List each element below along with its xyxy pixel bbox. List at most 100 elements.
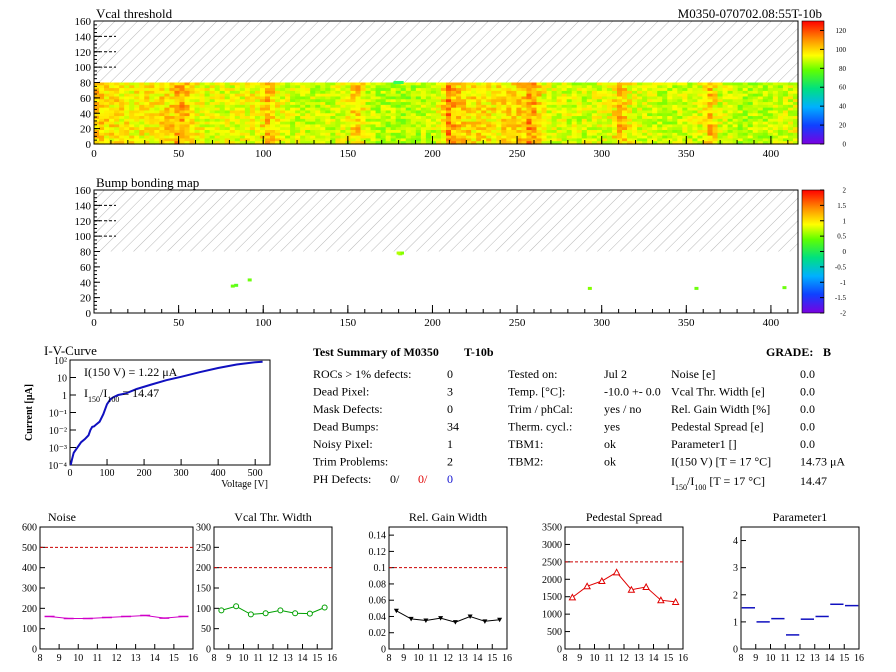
heatmap-cell: [244, 99, 251, 103]
heatmap-cell: [94, 141, 100, 145]
heatmap-cell: [350, 130, 357, 134]
heatmap-cell: [224, 96, 231, 100]
heatmap-cell: [365, 141, 372, 145]
heatmap-cell: [456, 116, 462, 120]
heatmap-cell: [616, 141, 623, 145]
heatmap-cell: [496, 102, 502, 106]
heatmap-cell: [596, 107, 603, 112]
heatmap-cell: [516, 96, 523, 100]
heatmap-cell: [747, 141, 754, 145]
series-line: [572, 571, 676, 603]
heatmap-cell: [471, 93, 477, 98]
heatmap-cell: [762, 104, 769, 109]
heatmap-cell: [697, 135, 704, 140]
heatmap-cell: [647, 82, 653, 86]
heatmap-cell: [677, 88, 683, 92]
small-x-tick-label: 11: [428, 653, 438, 664]
heatmap-cell: [727, 130, 734, 134]
heatmap-cell: [732, 110, 739, 114]
heatmap-cell: [179, 107, 186, 112]
heatmap-cell: [149, 135, 155, 140]
heatmap-cell: [204, 127, 211, 131]
heatmap-cell: [224, 116, 231, 120]
heatmap-cell: [446, 127, 452, 131]
heatmap-cell: [144, 116, 150, 120]
heatmap-cell: [606, 121, 613, 126]
heatmap-cell: [777, 121, 784, 126]
heatmap-cell: [596, 99, 603, 103]
heatmap-cell: [697, 124, 704, 128]
heatmap-cell: [194, 93, 201, 98]
heatmap-cell: [747, 107, 754, 112]
heatmap-cell: [254, 99, 261, 103]
heatmap-cell: [184, 82, 191, 86]
heatmap-cell: [199, 138, 206, 142]
heatmap-cell: [295, 132, 301, 137]
heatmap-cell: [637, 127, 643, 131]
heatmap-cell: [159, 96, 165, 100]
heatmap-cell: [400, 107, 407, 112]
heatmap-cell: [531, 132, 538, 137]
heatmap-cell: [461, 90, 467, 95]
heatmap-cell: [144, 132, 150, 137]
heatmap-cell: [94, 116, 100, 120]
heatmap-cell: [270, 138, 276, 142]
heatmap-cell: [707, 138, 714, 142]
heatmap-cell: [310, 90, 316, 95]
heatmap-cell: [104, 116, 110, 120]
small-plot-frame: [388, 526, 508, 650]
heatmap-cell: [546, 88, 553, 92]
heatmap-cell: [491, 85, 497, 89]
heatmap-cell: [772, 99, 779, 103]
heatmap-cell: [692, 116, 699, 120]
heatmap-cell: [239, 130, 246, 134]
heatmap-cell: [571, 90, 578, 95]
heatmap-cell: [747, 96, 754, 100]
heatmap-cell: [476, 93, 482, 98]
heatmap-cell: [622, 141, 628, 145]
heatmap-cell: [275, 127, 281, 131]
heatmap-cell: [747, 132, 754, 137]
heatmap-cell: [672, 96, 678, 100]
heatmap-cell: [752, 113, 759, 117]
ph-defects-label: PH Defects:: [313, 472, 371, 486]
heatmap-cell: [652, 130, 658, 134]
heatmap-cell: [340, 116, 347, 120]
heatmap-cell: [506, 118, 512, 123]
heatmap-cell: [375, 118, 382, 123]
heatmap-cell: [451, 141, 457, 145]
heatmap-cell: [430, 96, 437, 100]
heatmap-cell: [224, 107, 231, 112]
heatmap-cell: [536, 138, 543, 142]
heatmap-cell: [385, 138, 392, 142]
heatmap-cell: [300, 99, 306, 103]
heatmap-cell: [350, 99, 357, 103]
heatmap-cell: [224, 138, 231, 142]
heatmap-cell: [229, 88, 236, 92]
heatmap-cell: [159, 132, 165, 137]
heatmap-cell: [687, 99, 693, 103]
heatmap-cell: [627, 104, 633, 109]
heatmap-cell: [285, 104, 291, 109]
heatmap-cell: [249, 141, 256, 145]
heatmap-cell: [496, 96, 502, 100]
heatmap-cell: [712, 96, 719, 100]
heatmap-cell: [787, 88, 794, 92]
heatmap-cell: [430, 99, 437, 103]
heatmap-cell: [697, 85, 704, 89]
heatmap-cell: [194, 141, 201, 145]
heatmap-cell: [350, 127, 357, 131]
heatmap-cell: [244, 102, 251, 106]
heatmap-cell: [340, 132, 347, 137]
heatmap-cell: [430, 118, 437, 123]
heatmap-cell: [471, 102, 477, 106]
heatmap-cell: [370, 130, 377, 134]
heatmap-cell: [662, 90, 668, 95]
heatmap-cell: [627, 118, 633, 123]
heatmap-cell: [129, 130, 135, 134]
heatmap-cell: [415, 118, 422, 123]
small-x-tick-label: 16: [678, 653, 688, 664]
heatmap-cell: [254, 113, 261, 117]
heatmap-cell: [627, 88, 633, 92]
heatmap-cell: [451, 135, 457, 140]
